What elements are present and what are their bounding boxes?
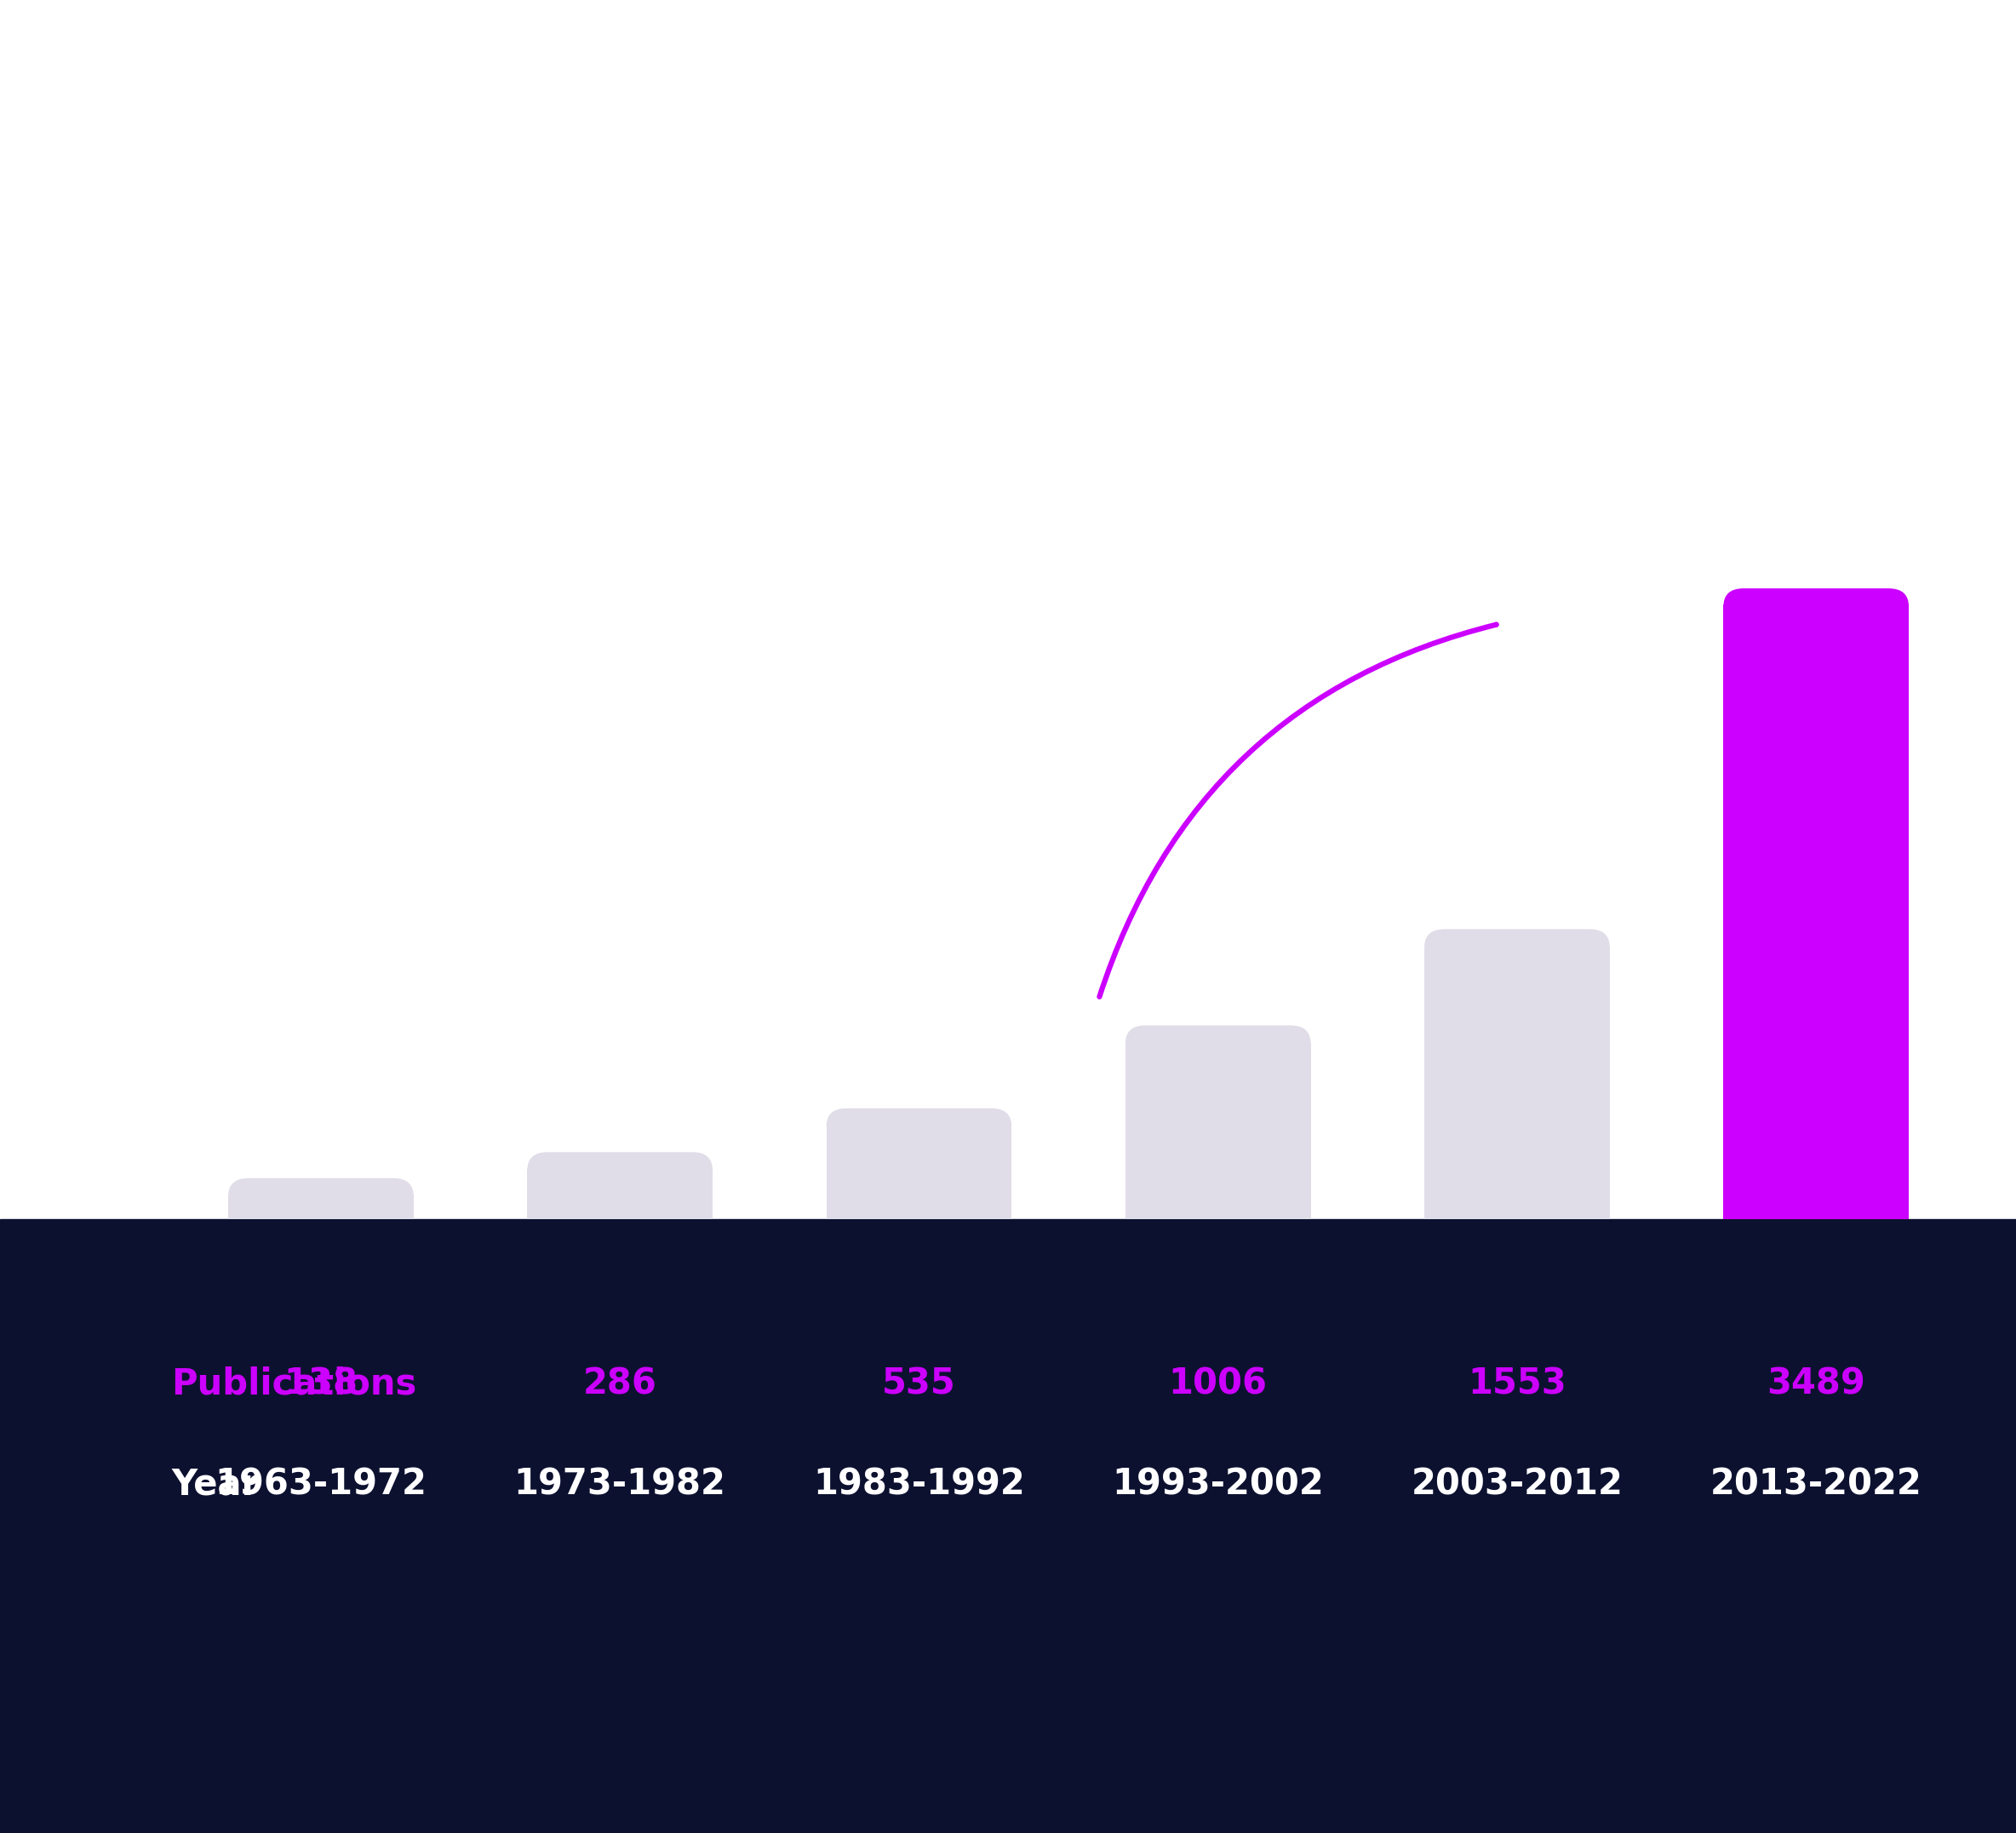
Text: 3489: 3489 (1766, 1366, 1865, 1402)
Bar (827, 1125, 1012, 1219)
Text: 1973-1982: 1973-1982 (514, 1466, 726, 1503)
FancyBboxPatch shape (228, 1179, 413, 1212)
Bar (1125, 1041, 1310, 1219)
Text: 1983-1992: 1983-1992 (812, 1466, 1024, 1503)
Bar (0, 0, 2016, 1219)
Text: 1006: 1006 (1169, 1366, 1268, 1402)
Text: 1993-2002: 1993-2002 (1113, 1466, 1325, 1503)
Text: 286: 286 (583, 1366, 657, 1402)
Text: 2013-2022: 2013-2022 (1710, 1466, 1921, 1503)
FancyBboxPatch shape (827, 1109, 1012, 1142)
Bar (528, 1169, 712, 1219)
FancyBboxPatch shape (1125, 1025, 1310, 1058)
Bar (1724, 605, 1909, 1219)
Bar (228, 1195, 413, 1219)
Bar (0, 1219, 2016, 1833)
Text: 138: 138 (284, 1366, 359, 1402)
FancyBboxPatch shape (1724, 588, 1909, 621)
Text: 535: 535 (883, 1366, 956, 1402)
FancyArrowPatch shape (1099, 625, 1496, 997)
Text: 2003-2012: 2003-2012 (1411, 1466, 1623, 1503)
FancyBboxPatch shape (528, 1153, 712, 1186)
Text: 1963-1972: 1963-1972 (216, 1466, 427, 1503)
Bar (1425, 946, 1609, 1219)
Text: Publications: Publications (171, 1366, 417, 1402)
Text: Year: Year (171, 1466, 258, 1503)
Text: 1553: 1553 (1468, 1366, 1566, 1402)
FancyBboxPatch shape (1425, 929, 1609, 962)
